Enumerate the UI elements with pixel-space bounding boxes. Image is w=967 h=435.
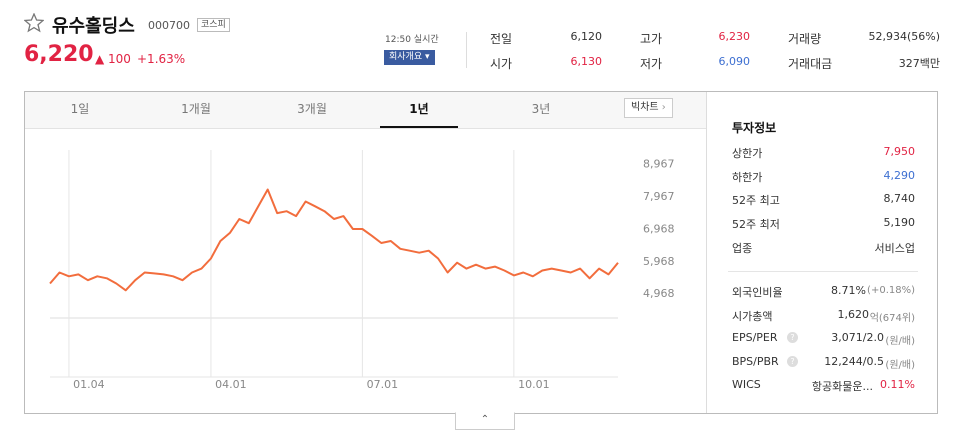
y-tick-label: 4,968 (643, 287, 675, 300)
info-value: 4,290 (883, 168, 916, 182)
change-rate: +1.63% (137, 52, 186, 66)
info-label: 업종 (732, 241, 753, 255)
info-value: 5,190 (883, 216, 916, 230)
info-sub: (+0.18%) (867, 285, 915, 296)
tab-bar (25, 92, 706, 129)
y-tick-label: 8,967 (643, 158, 675, 171)
y-tick-label: 7,967 (643, 190, 675, 203)
y-tick-label: 5,968 (643, 255, 675, 268)
quote-label: 거래대금 (788, 57, 833, 71)
x-tick-label: 01.04 (73, 378, 105, 391)
divider (466, 32, 467, 68)
info-sub: (원/배) (885, 336, 915, 347)
info-label: 외국인비율 (732, 286, 783, 299)
help-icon: ? (787, 332, 798, 343)
quote-value: 6,130 (570, 55, 603, 68)
info-value: 8.71% (831, 284, 866, 297)
quote-label: 저가 (640, 57, 663, 71)
company-button[interactable]: 회사개요 ▾ (384, 50, 435, 65)
info-label: 시가총액 (732, 309, 773, 323)
info-value: 서비스업 (874, 241, 915, 255)
y-tick-label: 6,968 (643, 222, 675, 235)
info-sub: (원/배) (885, 359, 915, 371)
quote-label: 전일 (490, 32, 513, 46)
expand-button[interactable]: ⌃ (455, 412, 515, 430)
info-value: 3,071/2.0 (831, 331, 884, 344)
x-tick-label: 10.01 (518, 378, 550, 391)
price-change: 100 (108, 52, 131, 66)
info-sub: 억(674위) (869, 312, 915, 324)
realtime-time: 12:50 실시간 (385, 35, 439, 45)
info-label: 하한가 (732, 170, 763, 184)
change-arrow: ▲ (95, 52, 105, 66)
info-value: 7,950 (883, 145, 916, 158)
tab[interactable]: 1일 (70, 102, 90, 116)
info-value: 8,740 (883, 192, 916, 206)
info-extra: 0.11% (880, 378, 915, 391)
info-label: 52주 최고 (732, 194, 780, 208)
tab[interactable]: 3개월 (297, 102, 327, 116)
quote-value: 6,120 (570, 30, 603, 43)
quote-value: 6,230 (718, 30, 751, 43)
company-button-label: 회사개요 (389, 52, 423, 62)
x-tick-label: 04.01 (215, 378, 247, 391)
stock-name: 유수홀딩스 (52, 16, 135, 37)
help-icon: ? (787, 355, 798, 367)
quote-label: 시가 (490, 57, 513, 71)
quote-value: 6,090 (718, 55, 751, 68)
stock-code: 000700 (148, 19, 190, 32)
info-divider (728, 271, 918, 272)
quote-label: 거래량 (788, 32, 822, 46)
info-label: WICS (732, 378, 761, 391)
tab[interactable]: 1개월 (181, 102, 211, 116)
info-value: 1,620 (837, 307, 870, 321)
market-badge: 코스피 (197, 18, 230, 32)
tab[interactable]: 1년 (380, 91, 458, 128)
invest-title: 투자정보 (732, 121, 777, 135)
info-value: 항공화물운... (811, 380, 873, 393)
price-line (49, 188, 619, 292)
info-label: BPS/PBR (732, 354, 779, 368)
info-label: 상한가 (732, 147, 763, 160)
x-tick-label: 07.01 (367, 378, 399, 391)
favorite-star[interactable] (24, 13, 44, 33)
info-label: 52주 최저 (732, 218, 780, 232)
info-label: EPS/PER (732, 331, 778, 344)
big-chart-label: 빅차트 (631, 102, 659, 113)
tab[interactable]: 3년 (531, 102, 551, 116)
quote-value: 52,934(56%) (868, 30, 940, 43)
big-chart-button[interactable]: 빅차트 › (624, 98, 673, 118)
panel-divider (706, 92, 707, 413)
current-price: 6,220 (24, 42, 94, 67)
price-chart: 01.04 04.01 07.01 10.01 8,967 7,967 6,968 5,968… (49, 150, 675, 391)
quote-label: 고가 (640, 32, 663, 46)
info-value: 12,244/0.5 (824, 354, 884, 368)
quote-value: 327백만 (898, 57, 940, 70)
